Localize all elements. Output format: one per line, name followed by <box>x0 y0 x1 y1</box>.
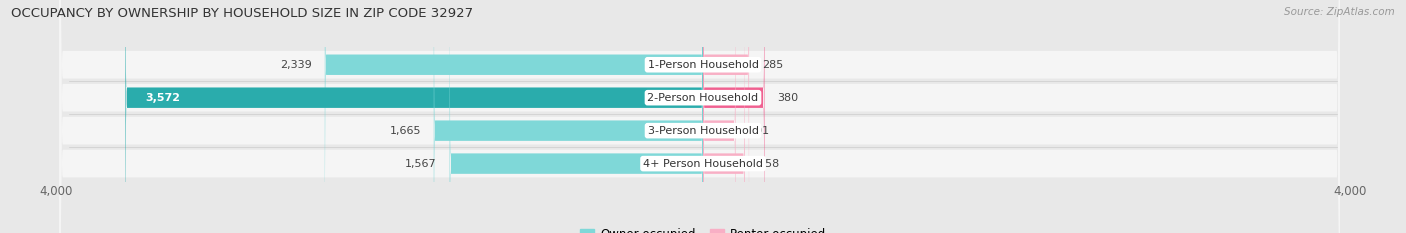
Text: 201: 201 <box>748 126 769 136</box>
FancyBboxPatch shape <box>59 0 1340 233</box>
Text: 1,665: 1,665 <box>389 126 420 136</box>
FancyBboxPatch shape <box>450 0 703 233</box>
Text: 285: 285 <box>762 60 783 70</box>
Text: 258: 258 <box>758 159 779 169</box>
Legend: Owner-occupied, Renter-occupied: Owner-occupied, Renter-occupied <box>575 224 831 233</box>
Text: 1-Person Household: 1-Person Household <box>648 60 758 70</box>
FancyBboxPatch shape <box>59 0 1340 233</box>
Text: 4+ Person Household: 4+ Person Household <box>643 159 763 169</box>
FancyBboxPatch shape <box>59 0 1340 233</box>
FancyBboxPatch shape <box>703 0 765 233</box>
FancyBboxPatch shape <box>325 0 703 233</box>
FancyBboxPatch shape <box>703 0 735 233</box>
FancyBboxPatch shape <box>59 0 1340 233</box>
FancyBboxPatch shape <box>125 0 703 233</box>
Text: 3,572: 3,572 <box>145 93 180 103</box>
Text: 1,567: 1,567 <box>405 159 437 169</box>
FancyBboxPatch shape <box>434 0 703 233</box>
Text: 380: 380 <box>778 93 799 103</box>
FancyBboxPatch shape <box>703 0 745 233</box>
Text: 2,339: 2,339 <box>280 60 312 70</box>
Text: OCCUPANCY BY OWNERSHIP BY HOUSEHOLD SIZE IN ZIP CODE 32927: OCCUPANCY BY OWNERSHIP BY HOUSEHOLD SIZE… <box>11 7 474 20</box>
Text: 3-Person Household: 3-Person Household <box>648 126 758 136</box>
FancyBboxPatch shape <box>703 0 749 233</box>
Text: 2-Person Household: 2-Person Household <box>647 93 759 103</box>
Text: Source: ZipAtlas.com: Source: ZipAtlas.com <box>1284 7 1395 17</box>
